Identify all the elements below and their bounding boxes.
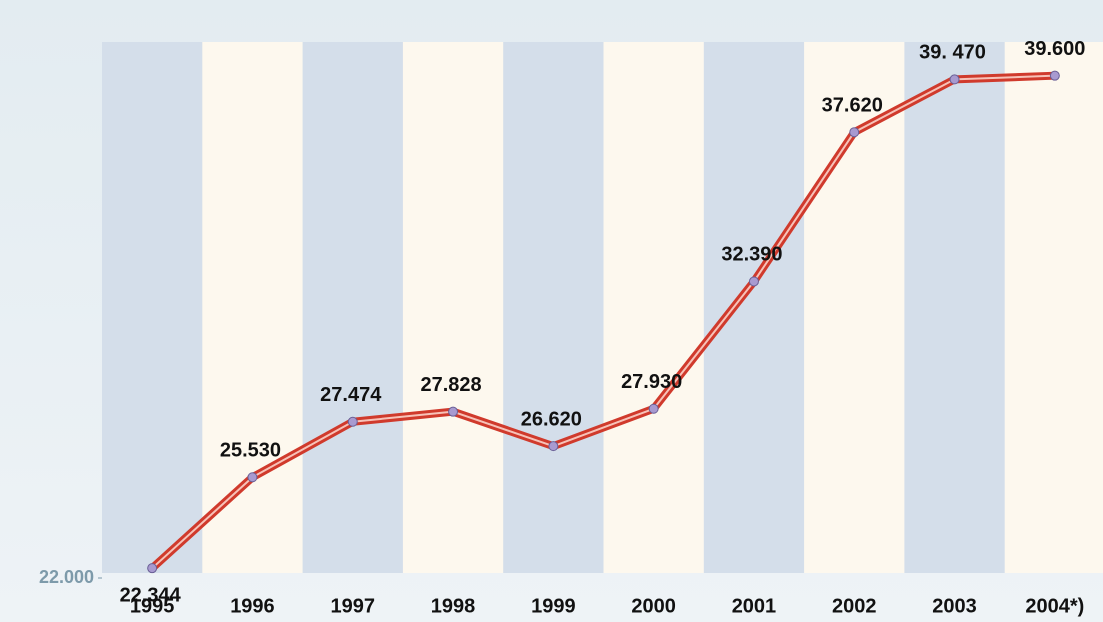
- data-point: [1050, 71, 1059, 80]
- x-tick-label: 1996: [230, 595, 275, 617]
- value-label: 27.828: [420, 374, 481, 396]
- data-point: [850, 128, 859, 137]
- data-point: [449, 407, 458, 416]
- data-point: [649, 404, 658, 413]
- value-label: 39.600: [1024, 38, 1085, 60]
- value-label: 39. 470: [919, 42, 986, 64]
- data-point: [549, 442, 558, 451]
- column-stripe: [303, 42, 404, 573]
- value-label: 26.620: [521, 408, 582, 430]
- chart: 22.00022.34425.53027.47427.82826.62027.9…: [0, 0, 1103, 622]
- column-stripe: [904, 42, 1005, 573]
- value-label: 25.530: [220, 440, 281, 462]
- column-stripe: [704, 42, 805, 573]
- data-point: [950, 75, 959, 84]
- x-tick-label: 1999: [531, 595, 576, 617]
- value-label: 27.474: [320, 384, 382, 406]
- data-point: [148, 564, 157, 573]
- column-stripe: [804, 42, 905, 573]
- column-stripe: [102, 42, 203, 573]
- column-stripe: [403, 42, 504, 573]
- column-stripe: [503, 42, 604, 573]
- x-tick-label: 2003: [932, 595, 977, 617]
- column-stripe: [1005, 42, 1103, 573]
- data-point: [749, 277, 758, 286]
- x-tick-label: 2000: [631, 595, 676, 617]
- x-tick-label: 2004*): [1025, 595, 1084, 617]
- y-tick-label: 22.000: [39, 567, 94, 587]
- x-tick-label: 1995: [130, 595, 175, 617]
- x-tick-label: 1998: [431, 595, 476, 617]
- x-tick-label: 2002: [832, 595, 877, 617]
- column-stripe: [604, 42, 705, 573]
- value-label: 37.620: [822, 94, 883, 116]
- value-label: 27.930: [621, 371, 682, 393]
- value-label: 32.390: [721, 244, 782, 266]
- column-stripe: [202, 42, 303, 573]
- x-tick-label: 2001: [732, 595, 777, 617]
- data-point: [348, 417, 357, 426]
- data-point: [248, 473, 257, 482]
- x-tick-label: 1997: [331, 595, 376, 617]
